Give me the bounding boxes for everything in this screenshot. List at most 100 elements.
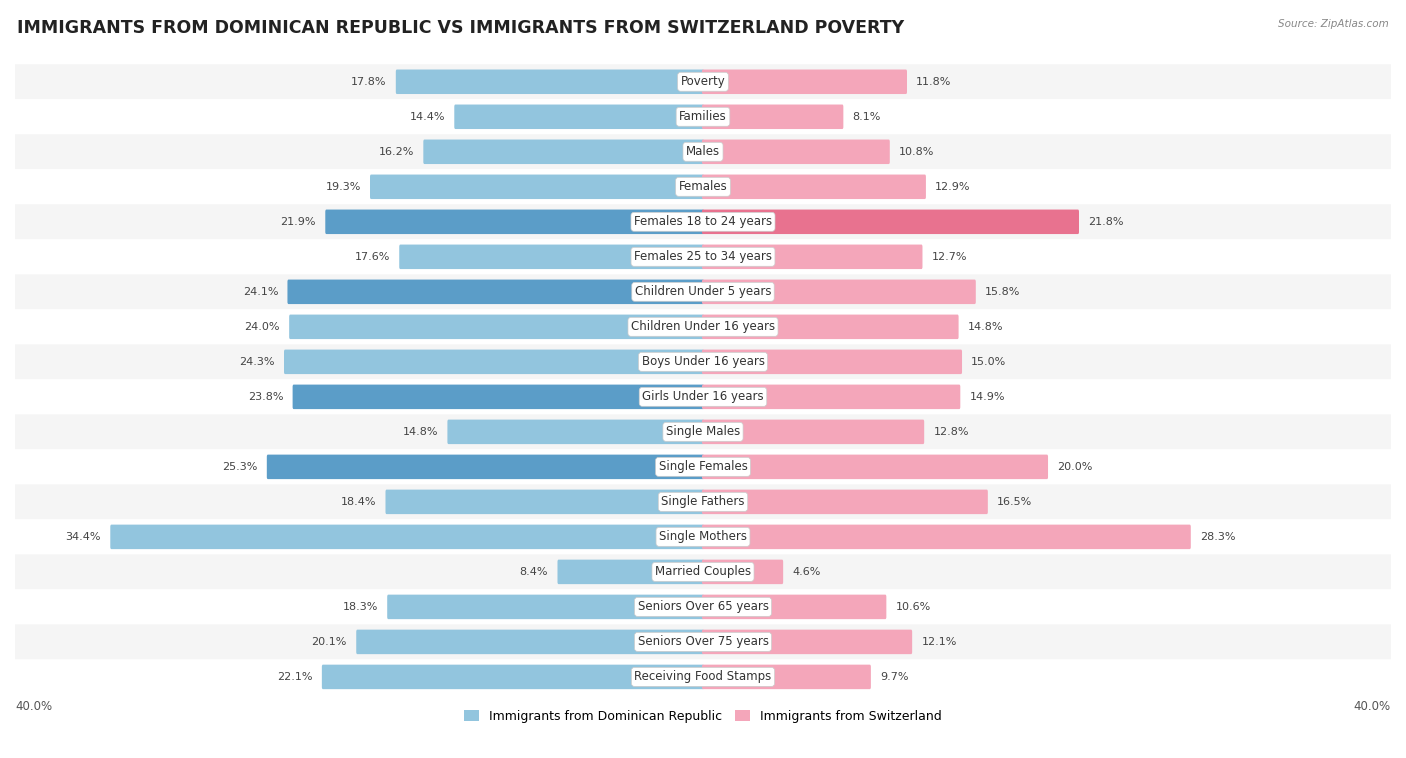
FancyBboxPatch shape (325, 209, 704, 234)
Text: 18.4%: 18.4% (340, 496, 377, 507)
FancyBboxPatch shape (702, 559, 783, 584)
Text: 14.8%: 14.8% (967, 322, 1004, 332)
FancyBboxPatch shape (287, 280, 704, 304)
Text: 8.1%: 8.1% (852, 111, 882, 122)
FancyBboxPatch shape (15, 590, 1391, 625)
FancyBboxPatch shape (15, 344, 1391, 379)
FancyBboxPatch shape (15, 625, 1391, 659)
FancyBboxPatch shape (15, 449, 1391, 484)
Text: 20.1%: 20.1% (312, 637, 347, 647)
Text: Females 18 to 24 years: Females 18 to 24 years (634, 215, 772, 228)
FancyBboxPatch shape (702, 525, 1191, 549)
Text: 24.0%: 24.0% (245, 322, 280, 332)
Text: Single Males: Single Males (666, 425, 740, 438)
Text: 40.0%: 40.0% (15, 700, 52, 713)
Text: 12.7%: 12.7% (932, 252, 967, 262)
Text: 14.9%: 14.9% (970, 392, 1005, 402)
Text: Receiving Food Stamps: Receiving Food Stamps (634, 670, 772, 684)
Text: 15.8%: 15.8% (986, 287, 1021, 297)
FancyBboxPatch shape (399, 245, 704, 269)
Text: Boys Under 16 years: Boys Under 16 years (641, 356, 765, 368)
Text: 21.8%: 21.8% (1088, 217, 1123, 227)
FancyBboxPatch shape (423, 139, 704, 164)
Text: 28.3%: 28.3% (1201, 532, 1236, 542)
Text: 12.8%: 12.8% (934, 427, 969, 437)
FancyBboxPatch shape (702, 384, 960, 409)
Text: Families: Families (679, 110, 727, 124)
FancyBboxPatch shape (702, 245, 922, 269)
FancyBboxPatch shape (110, 525, 704, 549)
Text: 17.8%: 17.8% (352, 77, 387, 86)
FancyBboxPatch shape (15, 484, 1391, 519)
Text: 19.3%: 19.3% (325, 182, 361, 192)
Text: IMMIGRANTS FROM DOMINICAN REPUBLIC VS IMMIGRANTS FROM SWITZERLAND POVERTY: IMMIGRANTS FROM DOMINICAN REPUBLIC VS IM… (17, 19, 904, 37)
FancyBboxPatch shape (454, 105, 704, 129)
Text: Children Under 16 years: Children Under 16 years (631, 321, 775, 334)
FancyBboxPatch shape (15, 309, 1391, 344)
Text: Seniors Over 65 years: Seniors Over 65 years (637, 600, 769, 613)
Text: 18.3%: 18.3% (343, 602, 378, 612)
Text: 10.8%: 10.8% (898, 147, 935, 157)
FancyBboxPatch shape (558, 559, 704, 584)
FancyBboxPatch shape (284, 349, 704, 374)
FancyBboxPatch shape (15, 169, 1391, 205)
FancyBboxPatch shape (702, 280, 976, 304)
FancyBboxPatch shape (15, 240, 1391, 274)
Text: Single Fathers: Single Fathers (661, 496, 745, 509)
FancyBboxPatch shape (447, 420, 704, 444)
FancyBboxPatch shape (15, 554, 1391, 590)
FancyBboxPatch shape (702, 209, 1078, 234)
Text: Males: Males (686, 146, 720, 158)
FancyBboxPatch shape (322, 665, 704, 689)
Text: 14.8%: 14.8% (402, 427, 439, 437)
Text: 9.7%: 9.7% (880, 672, 908, 682)
Text: 16.5%: 16.5% (997, 496, 1032, 507)
FancyBboxPatch shape (15, 519, 1391, 554)
FancyBboxPatch shape (15, 379, 1391, 415)
Text: 21.9%: 21.9% (281, 217, 316, 227)
Text: 40.0%: 40.0% (1354, 700, 1391, 713)
FancyBboxPatch shape (702, 105, 844, 129)
FancyBboxPatch shape (267, 455, 704, 479)
Text: 20.0%: 20.0% (1057, 462, 1092, 472)
Text: 12.1%: 12.1% (921, 637, 957, 647)
FancyBboxPatch shape (702, 70, 907, 94)
Text: Single Mothers: Single Mothers (659, 531, 747, 543)
FancyBboxPatch shape (370, 174, 704, 199)
FancyBboxPatch shape (292, 384, 704, 409)
FancyBboxPatch shape (702, 349, 962, 374)
Text: 22.1%: 22.1% (277, 672, 312, 682)
Text: Girls Under 16 years: Girls Under 16 years (643, 390, 763, 403)
Text: 23.8%: 23.8% (247, 392, 284, 402)
Text: 16.2%: 16.2% (378, 147, 413, 157)
FancyBboxPatch shape (702, 174, 927, 199)
FancyBboxPatch shape (702, 315, 959, 339)
FancyBboxPatch shape (387, 594, 704, 619)
Text: Seniors Over 75 years: Seniors Over 75 years (637, 635, 769, 648)
Text: 11.8%: 11.8% (917, 77, 952, 86)
FancyBboxPatch shape (702, 665, 870, 689)
FancyBboxPatch shape (15, 134, 1391, 169)
FancyBboxPatch shape (702, 490, 988, 514)
Text: 24.3%: 24.3% (239, 357, 274, 367)
Text: Married Couples: Married Couples (655, 565, 751, 578)
Text: 17.6%: 17.6% (354, 252, 389, 262)
Text: 14.4%: 14.4% (409, 111, 446, 122)
Text: Children Under 5 years: Children Under 5 years (634, 285, 772, 299)
Text: Single Females: Single Females (658, 460, 748, 473)
FancyBboxPatch shape (396, 70, 704, 94)
FancyBboxPatch shape (15, 205, 1391, 240)
FancyBboxPatch shape (15, 415, 1391, 449)
Text: Poverty: Poverty (681, 75, 725, 88)
FancyBboxPatch shape (15, 274, 1391, 309)
Text: 34.4%: 34.4% (66, 532, 101, 542)
FancyBboxPatch shape (290, 315, 704, 339)
FancyBboxPatch shape (15, 64, 1391, 99)
FancyBboxPatch shape (15, 99, 1391, 134)
FancyBboxPatch shape (702, 594, 886, 619)
FancyBboxPatch shape (702, 630, 912, 654)
Text: 10.6%: 10.6% (896, 602, 931, 612)
FancyBboxPatch shape (702, 455, 1047, 479)
Text: 15.0%: 15.0% (972, 357, 1007, 367)
Legend: Immigrants from Dominican Republic, Immigrants from Switzerland: Immigrants from Dominican Republic, Immi… (464, 709, 942, 723)
